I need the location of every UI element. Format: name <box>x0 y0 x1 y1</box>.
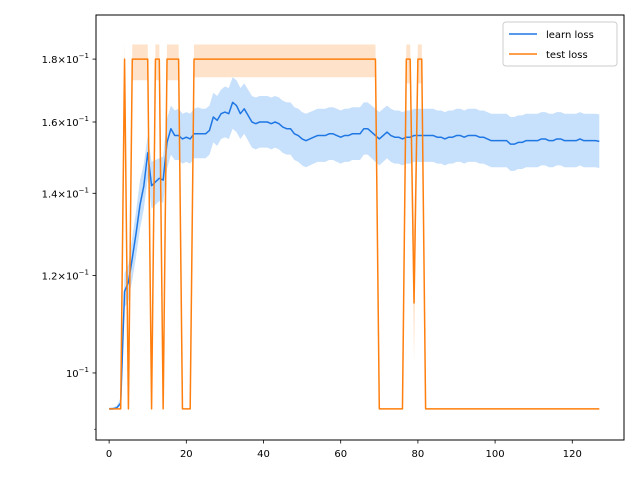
y-tick-label: 1.2×10−1 <box>42 269 89 283</box>
test-loss-line <box>109 58 600 410</box>
confidence-bands <box>109 41 600 410</box>
y-tick-label: 1.4×10−1 <box>42 186 89 200</box>
legend-box <box>502 21 618 67</box>
y-tick-label: 10−1 <box>66 366 89 380</box>
learn-loss-line <box>109 101 600 410</box>
test-loss-band <box>109 41 600 410</box>
test-loss-legend-label: test loss <box>546 50 588 61</box>
x-axis: 0 20 40 60 80 100 120 <box>106 440 582 460</box>
x-tick-label: 0 <box>106 449 112 460</box>
x-tick-label: 100 <box>486 449 505 460</box>
x-tick-label: 20 <box>180 449 193 460</box>
plot-frame <box>95 14 625 441</box>
x-tick-label: 80 <box>412 449 425 460</box>
x-tick-label: 60 <box>334 449 347 460</box>
y-tick-label: 1.8×10−1 <box>42 52 89 66</box>
y-tick-label: 1.6×10−1 <box>42 115 89 129</box>
series-lines <box>109 58 600 410</box>
x-tick-label: 40 <box>257 449 270 460</box>
y-axis: 10−1 1.2×10−1 1.4×10−1 1.6×10−1 1.8×10−1 <box>42 52 96 430</box>
learn-loss-legend-label: learn loss <box>546 30 594 41</box>
x-tick-label: 120 <box>563 449 582 460</box>
legend: learn loss test loss <box>502 21 618 67</box>
learn-loss-band <box>109 77 600 410</box>
